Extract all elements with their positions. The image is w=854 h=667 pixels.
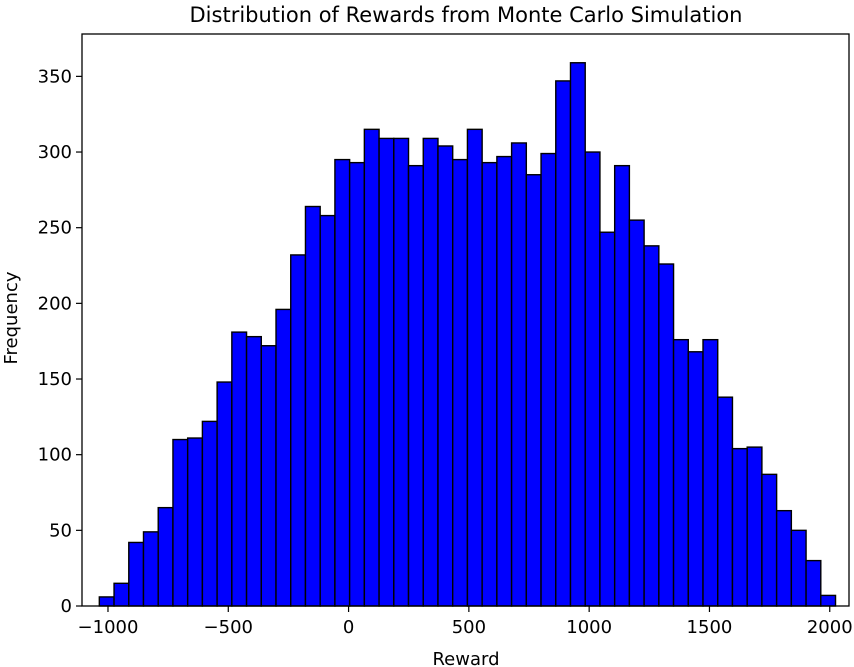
- histogram-bar: [496, 155, 513, 607]
- y-tick-label: 50: [49, 520, 72, 541]
- histogram-bar: [113, 582, 130, 607]
- y-tick-label: 300: [38, 142, 72, 163]
- histogram-bar: [378, 137, 395, 607]
- plot-frame: [81, 33, 850, 607]
- histogram-bar: [393, 137, 410, 607]
- histogram-bar: [334, 158, 351, 607]
- histogram-bar: [201, 420, 218, 607]
- histogram-bar: [775, 509, 793, 607]
- histogram-bar: [452, 158, 469, 607]
- histogram-bar: [304, 205, 321, 607]
- y-tick-label: 350: [38, 66, 72, 87]
- histogram-bar: [481, 161, 498, 607]
- histogram-bar: [98, 596, 115, 607]
- histogram-bar: [348, 161, 366, 607]
- histogram-bar: [290, 254, 307, 607]
- y-tick-label: 200: [38, 293, 72, 314]
- histogram-bar: [319, 214, 336, 607]
- chart-title: Distribution of Rewards from Monte Carlo…: [190, 3, 743, 27]
- histogram-bar: [687, 351, 704, 607]
- x-tick-label: 500: [452, 617, 486, 638]
- histogram-bar: [363, 128, 380, 607]
- histogram-bar: [820, 594, 837, 607]
- histogram-bar: [437, 145, 454, 607]
- y-axis-ticks: 0 50 100 150 200 250 300 350: [38, 66, 82, 617]
- y-axis-label: Frequency: [1, 271, 22, 364]
- histogram-bar: [555, 80, 572, 607]
- histogram-bar: [466, 128, 483, 607]
- y-tick-label: 150: [38, 369, 72, 390]
- histogram-bar: [569, 62, 586, 607]
- histogram-bar: [172, 438, 189, 607]
- histogram-bar: [584, 151, 601, 607]
- histogram-bar: [790, 529, 807, 607]
- y-tick-label: 0: [61, 596, 72, 617]
- histogram-bar: [422, 137, 439, 607]
- x-tick-label: −1000: [78, 617, 139, 638]
- histogram-bar: [731, 447, 748, 607]
- histogram-bar: [599, 231, 616, 607]
- histogram-bar: [216, 381, 233, 607]
- histogram-bar: [245, 335, 262, 607]
- x-tick-label: 0: [343, 617, 354, 638]
- histogram-bar: [540, 152, 557, 607]
- histogram-bar: [275, 308, 292, 607]
- histogram-bar: [142, 531, 159, 607]
- histogram-bar: [628, 219, 645, 607]
- histogram-bar: [672, 338, 689, 607]
- histogram-bar: [805, 559, 822, 607]
- bars-group: [98, 62, 837, 607]
- histogram-bar: [186, 437, 204, 607]
- histogram-bar: [746, 446, 763, 607]
- histogram-bar: [702, 338, 719, 607]
- histogram-bar: [510, 142, 528, 607]
- histogram-bar: [231, 331, 248, 607]
- histogram-bar: [128, 541, 145, 607]
- x-axis-ticks: −1000 −500 0 500 1000 1500 2000: [78, 606, 853, 638]
- histogram-bar: [717, 396, 734, 607]
- histogram-bar: [613, 164, 631, 607]
- x-tick-label: −500: [204, 617, 253, 638]
- y-tick-label: 100: [38, 445, 72, 466]
- histogram-bar: [658, 263, 675, 607]
- x-tick-label: 1000: [566, 617, 612, 638]
- histogram-bar: [157, 506, 174, 607]
- histogram-bar: [407, 164, 424, 607]
- y-tick-label: 250: [38, 218, 72, 239]
- histogram-bar: [761, 473, 778, 607]
- histogram-bar: [643, 245, 660, 607]
- x-axis-label: Reward: [432, 649, 499, 667]
- x-tick-label: 1500: [687, 617, 733, 638]
- x-tick-label: 2000: [807, 617, 853, 638]
- histogram-bar: [525, 174, 542, 607]
- histogram-bar: [260, 345, 277, 607]
